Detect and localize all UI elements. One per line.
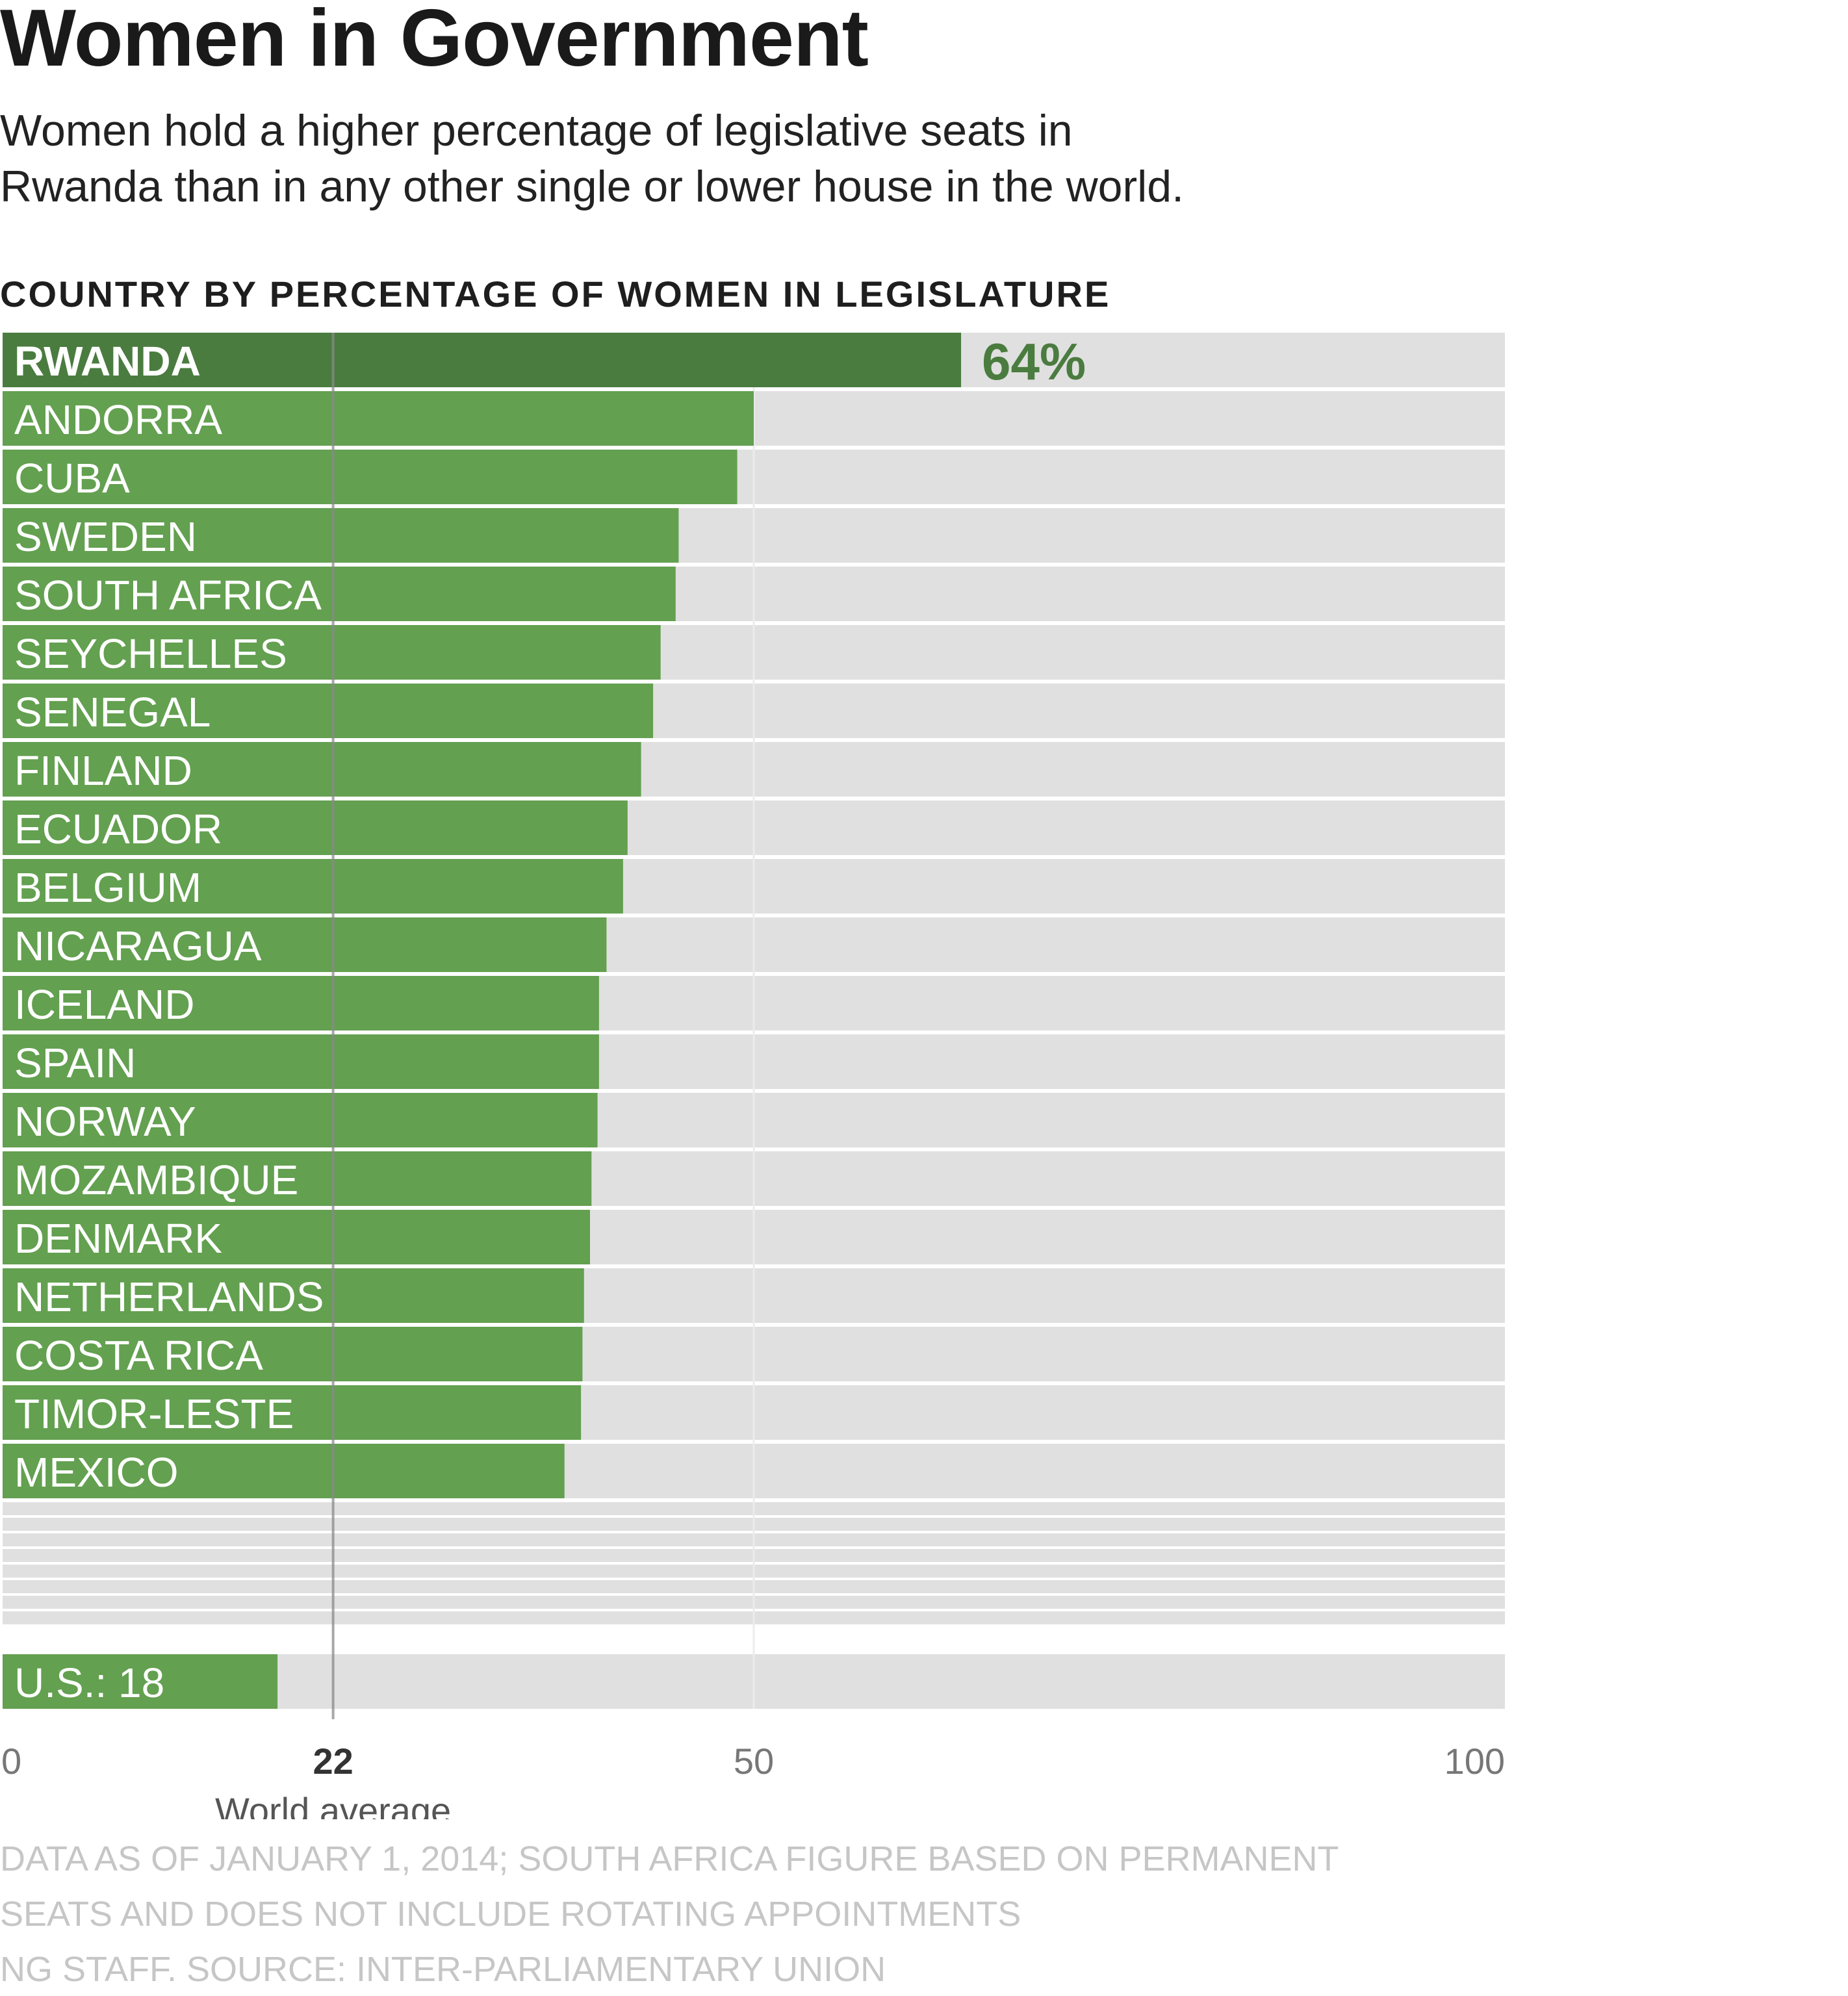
highlight-value-label: 64% xyxy=(982,333,1086,390)
bar xyxy=(3,684,654,738)
bar-labels: RWANDA ANDORRA CUBA SWEDEN SOUTH AFRICA SEYCH… xyxy=(14,338,324,1706)
footnote-line-2: SEATS AND DOES NOT INCLUDE ROTATING APPO… xyxy=(0,1895,1021,1934)
x-axis: 0 22 50 100 World average xyxy=(1,1741,1505,1819)
bar-label: RWANDA xyxy=(14,338,201,385)
bar xyxy=(3,1385,582,1440)
bar xyxy=(3,1268,584,1323)
bar xyxy=(3,1327,583,1381)
bar xyxy=(3,1210,590,1264)
bar xyxy=(3,391,754,446)
bar xyxy=(3,859,623,914)
chart-heading: COUNTRY BY PERCENTAGE OF WOMEN IN LEGISL… xyxy=(0,274,1111,314)
bar-label: CUBA xyxy=(14,455,130,502)
bars xyxy=(3,333,962,1709)
bar-label: SWEDEN xyxy=(14,513,197,560)
bar-label: NETHERLANDS xyxy=(14,1273,324,1320)
bar-chart: RWANDA ANDORRA CUBA SWEDEN SOUTH AFRICA SEYCH… xyxy=(1,333,1505,1819)
bar-label: SENEGAL xyxy=(14,689,211,736)
bar-label: DENMARK xyxy=(14,1215,222,1262)
bar-label: MEXICO xyxy=(14,1449,178,1496)
bar-label: TIMOR-LESTE xyxy=(14,1390,294,1437)
bar-label: COSTA RICA xyxy=(14,1332,263,1379)
x-tick-label: 22 xyxy=(313,1741,353,1782)
bar-label: NICARAGUA xyxy=(14,923,262,969)
bar-label: ANDORRA xyxy=(14,396,222,443)
bar xyxy=(3,1151,592,1206)
bar-us xyxy=(3,1654,278,1709)
bar-label: ICELAND xyxy=(14,981,194,1028)
bar-label: SOUTH AFRICA xyxy=(14,572,322,619)
bar xyxy=(3,333,962,387)
bar xyxy=(3,800,628,855)
footnote-line-3: NG STAFF. SOURCE: INTER-PARLIAMENTARY UN… xyxy=(0,1950,886,1989)
footnote-line-1: DATA AS OF JANUARY 1, 2014; SOUTH AFRICA… xyxy=(0,1839,1339,1878)
bar-label: MOZAMBIQUE xyxy=(14,1157,298,1203)
bar xyxy=(3,1444,565,1498)
bar xyxy=(3,625,661,680)
bar-label-us: U.S.: 18 xyxy=(14,1659,164,1706)
bar-label: BELGIUM xyxy=(14,864,201,911)
bar xyxy=(3,1093,598,1147)
bar xyxy=(3,976,599,1030)
bar xyxy=(3,508,679,563)
x-tick-label: 0 xyxy=(1,1741,21,1782)
x-tick-label: 100 xyxy=(1444,1741,1505,1782)
bar xyxy=(3,1034,599,1089)
bar xyxy=(3,567,676,621)
bar xyxy=(3,742,641,797)
bar-label: SPAIN xyxy=(14,1040,136,1086)
bar-label: ECUADOR xyxy=(14,806,222,852)
bar-label: SEYCHELLES xyxy=(14,630,287,677)
x-tick-label: 50 xyxy=(734,1741,774,1782)
subtitle-line-1: Women hold a higher percentage of legisl… xyxy=(0,106,1073,155)
world-average-label: World average xyxy=(215,1790,451,1819)
bar xyxy=(3,450,738,504)
bar-label: NORWAY xyxy=(14,1098,196,1145)
bar-label: FINLAND xyxy=(14,747,192,794)
bar xyxy=(3,917,607,972)
subtitle-line-2: Rwanda than in any other single or lower… xyxy=(0,162,1184,211)
chart-title: Women in Government xyxy=(0,0,869,83)
